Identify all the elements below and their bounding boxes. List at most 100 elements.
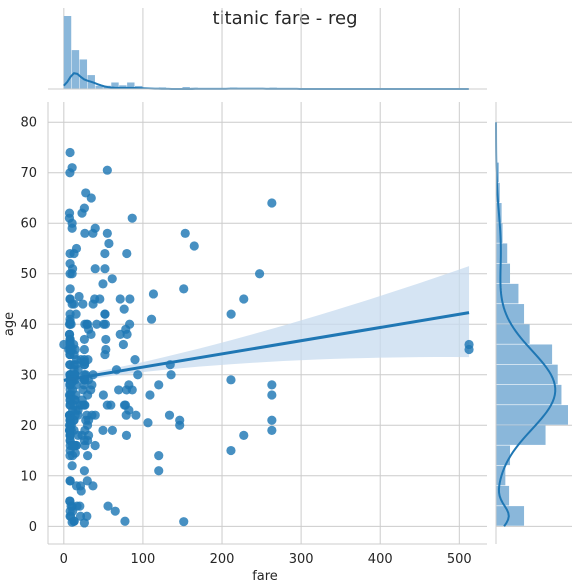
scatter-point: [74, 291, 84, 302]
scatter-point: [267, 198, 277, 208]
scatter-point: [114, 385, 124, 395]
scatter-point: [120, 516, 130, 526]
x-axis-ticks: 0 100 200 300 400 500: [60, 552, 472, 567]
scatter-point: [118, 339, 128, 350]
scatter-point: [119, 304, 129, 314]
fare-hist-bar: [127, 82, 135, 89]
scatter-point: [98, 279, 108, 289]
regression-line: [63, 311, 470, 382]
scatter-point: [103, 501, 113, 511]
scatter-point: [65, 476, 75, 486]
scatter-point: [80, 360, 90, 370]
y-tick-label: 70: [20, 166, 37, 181]
scatter-point: [79, 466, 89, 476]
scatter-point: [75, 511, 86, 521]
scatter-point: [98, 425, 108, 435]
scatter-point: [101, 334, 111, 345]
scatter-point: [127, 385, 137, 395]
fare-hist-bar: [95, 85, 103, 89]
scatter-point: [71, 309, 81, 319]
scatter-point: [166, 370, 176, 380]
scatter-point: [99, 319, 109, 329]
scatter-point: [69, 440, 79, 451]
scatter-point: [104, 238, 114, 249]
scatter-point: [102, 165, 112, 175]
y-tick-label: 80: [20, 116, 37, 131]
scatter-point: [154, 466, 164, 476]
age-hist-bar: [496, 445, 511, 466]
scatter-point: [67, 218, 77, 228]
scatter-point: [83, 451, 93, 461]
scatter-point: [98, 390, 108, 400]
scatter-point: [107, 274, 117, 284]
scatter-point: [100, 264, 110, 274]
fare-hist-bar: [71, 50, 80, 89]
x-tick-label: 400: [368, 552, 393, 567]
scatter-point: [146, 314, 157, 324]
y-tick-label: 50: [20, 267, 37, 282]
scatter-point: [65, 430, 75, 440]
scatter-point: [65, 248, 75, 259]
scatter-point: [121, 324, 131, 334]
scatter-point: [90, 264, 100, 274]
scatter-point: [143, 418, 153, 428]
scatter-point: [102, 228, 112, 238]
scatter-point: [67, 461, 77, 471]
scatter-point: [65, 511, 75, 521]
scatter-point: [65, 284, 75, 294]
regression-line-path: [63, 311, 470, 382]
scatter-point: [80, 228, 90, 238]
fare-hist-bar: [63, 16, 72, 89]
confidence-band: [63, 266, 470, 390]
scatter-point: [90, 410, 100, 420]
scatter-point: [59, 339, 69, 350]
scatter-point: [64, 329, 75, 339]
y-tick-label: 40: [20, 318, 37, 333]
scatter-point: [226, 375, 236, 385]
x-tick-label: 500: [447, 552, 472, 567]
scatter-point: [175, 420, 185, 430]
y-tick-label: 20: [20, 419, 37, 434]
scatter-point: [79, 344, 89, 355]
scatter-point: [226, 445, 236, 456]
scatter-point: [77, 395, 87, 405]
scatter-point: [78, 299, 88, 309]
scatter-point: [86, 193, 96, 203]
scatter-point: [100, 309, 110, 319]
scatter-point: [71, 481, 82, 491]
scatter-point: [65, 168, 75, 178]
scatter-point: [154, 451, 164, 461]
scatter-point: [92, 319, 102, 329]
regression-ci-band: [63, 266, 470, 390]
age-hist-bar: [496, 344, 553, 365]
scatter-point: [65, 344, 75, 355]
age-hist-bar: [496, 506, 525, 526]
scatter-point: [69, 299, 79, 309]
fare-hist-bar: [111, 82, 119, 89]
x-axis-label: fare: [252, 569, 278, 584]
scatter-point: [65, 314, 75, 324]
y-tick-label: 10: [20, 469, 37, 484]
scatter-point: [65, 400, 75, 410]
scatter-point: [267, 390, 277, 400]
scatter-point: [239, 430, 249, 440]
scatter-point: [80, 440, 90, 451]
y-axis-ticks: 0 10 20 30 40 50 60 70 80: [20, 116, 37, 535]
scatter-point: [115, 294, 125, 304]
age-hist-bar: [496, 223, 503, 243]
scatter-point: [464, 339, 474, 350]
scatter-point: [267, 415, 277, 425]
scatter-point: [148, 289, 159, 299]
y-tick-label: 60: [20, 217, 37, 232]
scatter-point: [145, 390, 155, 400]
scatter-point: [65, 147, 75, 158]
age-hist-bar: [496, 384, 562, 405]
scatter-point: [86, 329, 96, 339]
scatter-point: [127, 213, 137, 223]
scatter-point: [164, 410, 175, 420]
scatter-point: [179, 517, 189, 527]
scatter-point: [110, 506, 120, 516]
scatter-point: [65, 380, 75, 390]
scatter-points: [59, 147, 474, 528]
